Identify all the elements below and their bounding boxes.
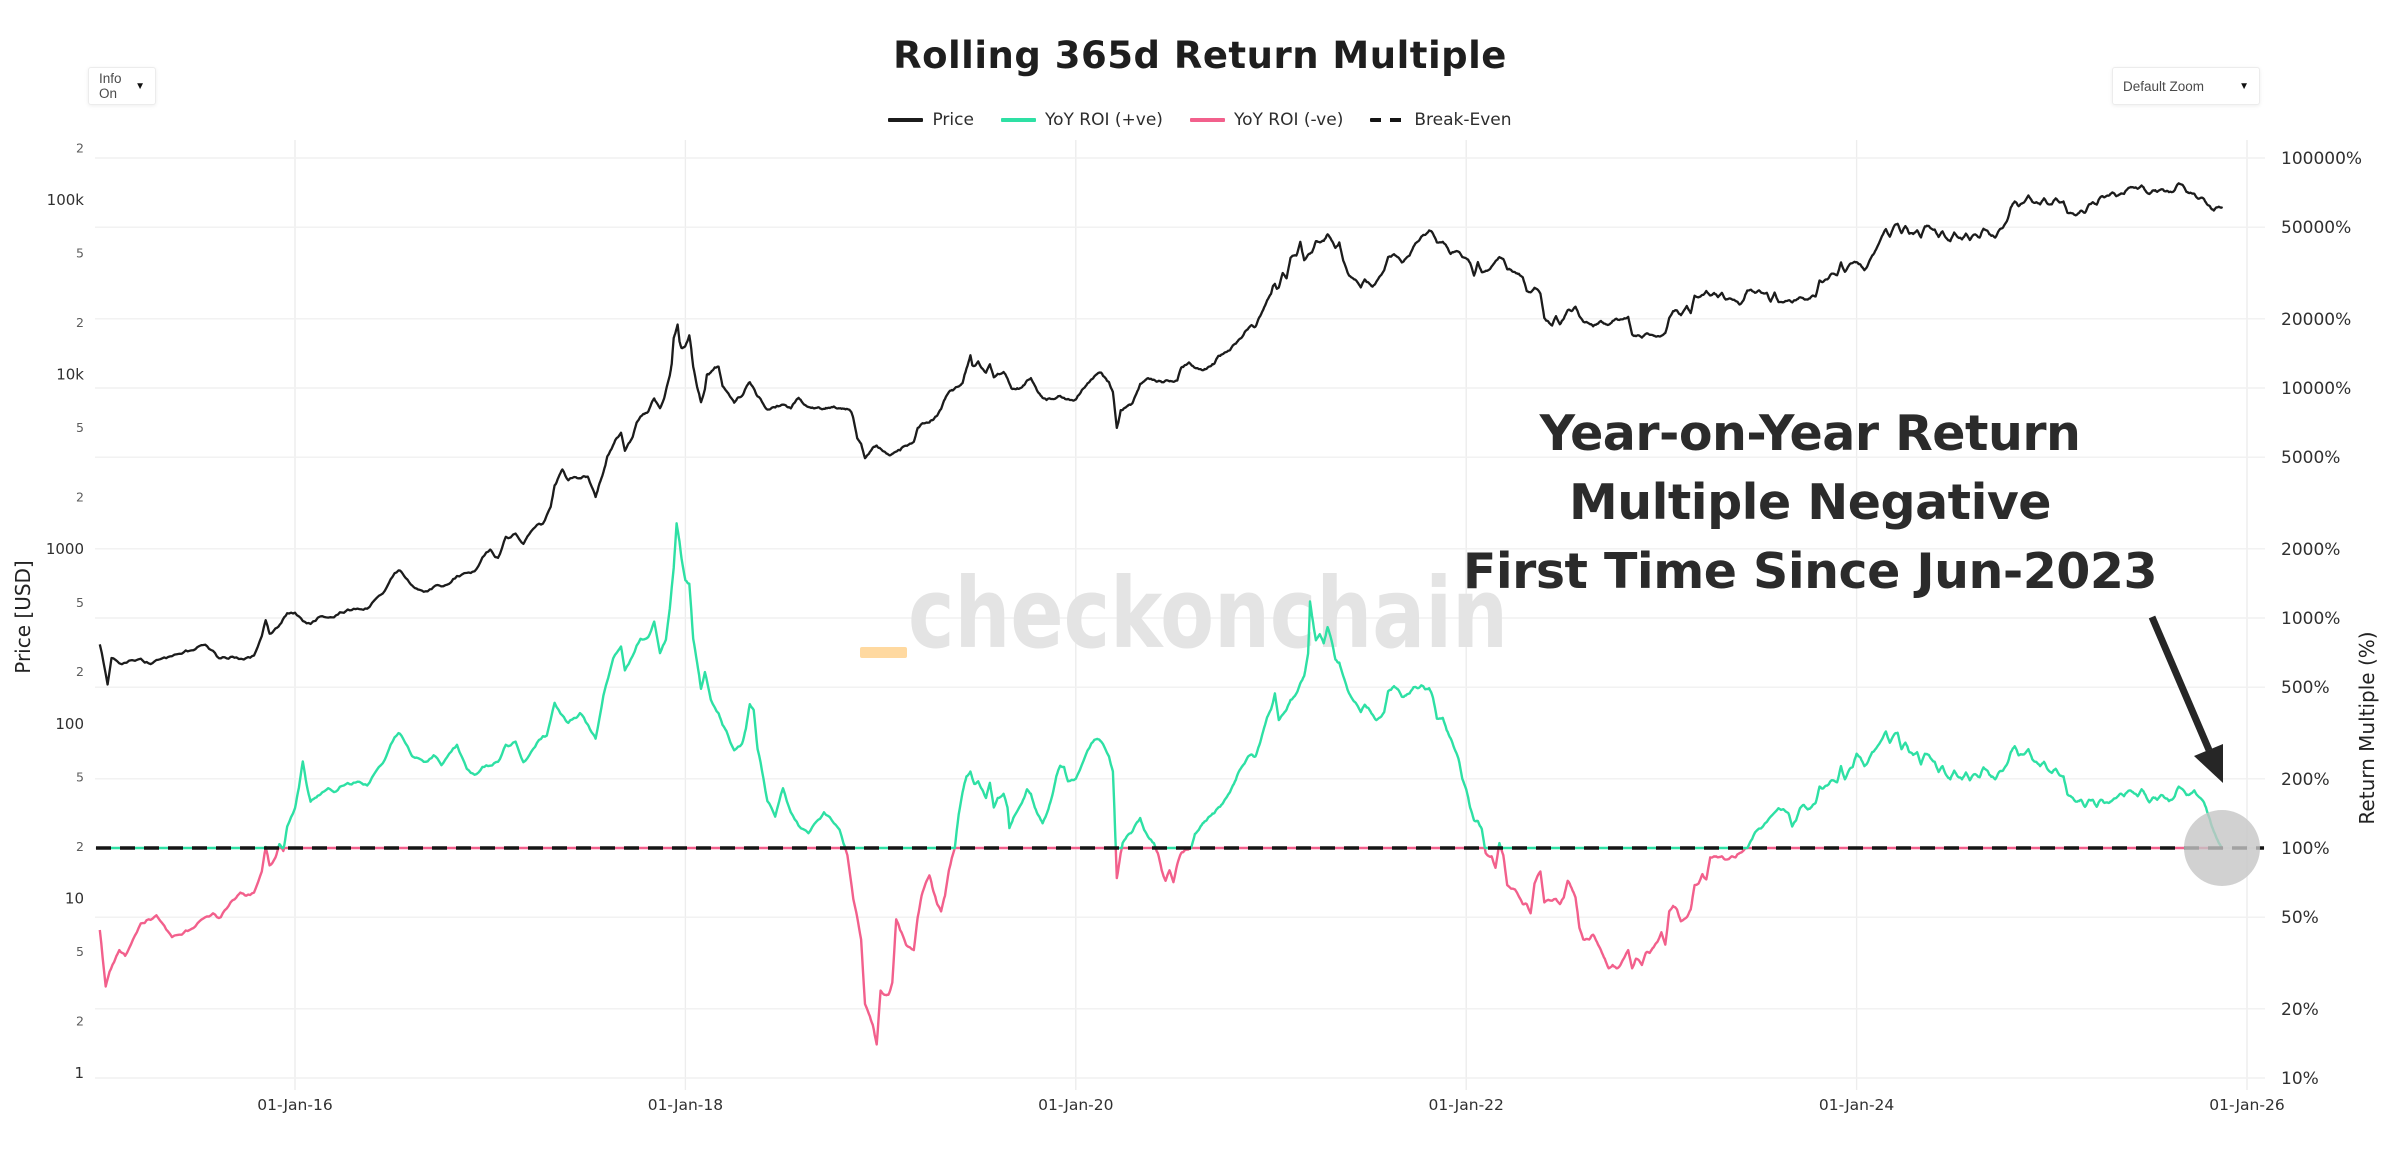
chart-title: Rolling 365d Return Multiple xyxy=(893,34,1507,77)
right-axis-tick-label: 2000% xyxy=(2281,540,2340,560)
x-axis-tick-label: 01-Jan-18 xyxy=(648,1096,723,1114)
left-axis-tick-label: 2 xyxy=(76,490,84,505)
zoom-dropdown-label: Default Zoom xyxy=(2123,78,2205,94)
right-axis-tick-label: 10% xyxy=(2281,1069,2319,1089)
annotation-line-2: Multiple Negative xyxy=(1568,474,2052,531)
left-axis-tick-label: 2 xyxy=(76,839,84,854)
x-axis-tick-label: 01-Jan-16 xyxy=(257,1096,332,1114)
legend-label: Price xyxy=(932,110,974,130)
left-axis-tick-label: 10 xyxy=(65,889,84,907)
left-axis-tick-label: 5 xyxy=(76,944,84,959)
left-axis-tick-label: 1000 xyxy=(46,540,84,558)
x-axis-tick-label: 01-Jan-26 xyxy=(2209,1096,2284,1114)
legend: Price YoY ROI (+ve) YoY ROI (-ve) Break-Eve… xyxy=(0,104,2400,136)
right-axis-tick-label: 50% xyxy=(2281,908,2319,928)
left-axis-tick-label: 100 xyxy=(55,715,84,733)
legend-label: YoY ROI (+ve) xyxy=(1044,110,1163,130)
annotation-line-1: Year-on-Year Return xyxy=(1539,405,2081,462)
legend-item-yoy-roi-ve[interactable]: YoY ROI (+ve) xyxy=(1000,110,1163,130)
legend-item-price[interactable]: Price xyxy=(888,110,974,130)
chevron-down-icon: ▼ xyxy=(135,80,145,92)
highlight-circle xyxy=(2184,810,2260,886)
left-axis-tick-label: 2 xyxy=(76,664,84,679)
line-swatch-icon xyxy=(888,118,924,122)
yoy-roi-positive-line xyxy=(99,522,2224,850)
x-axis-tick-label: 01-Jan-20 xyxy=(1038,1096,1113,1114)
chevron-down-icon: ▼ xyxy=(2239,80,2249,92)
right-axis-tick-label: 20% xyxy=(2281,1000,2319,1020)
dashed-line-swatch-icon xyxy=(1370,118,1406,122)
right-axis-tick-label: 1000% xyxy=(2281,609,2340,629)
right-axis-tick-label: 20000% xyxy=(2281,310,2351,330)
left-axis-title: Price [USD] xyxy=(11,560,35,674)
annotation-callout: Year-on-Year Return Multiple Negative Fi… xyxy=(1390,399,2230,606)
annotation-line-3: First Time Since Jun-2023 xyxy=(1462,543,2158,600)
left-axis-tick-label: 5 xyxy=(76,769,84,784)
info-dropdown[interactable]: Info On ▼ xyxy=(88,67,156,105)
left-axis-tick-label: 2 xyxy=(76,315,84,330)
right-axis-tick-label: 200% xyxy=(2281,770,2330,790)
left-axis-tick-label: 5 xyxy=(76,420,84,435)
right-axis-tick-label: 10000% xyxy=(2281,379,2351,399)
right-axis-tick-label: 50000% xyxy=(2281,218,2351,238)
right-axis-tick-label: 5000% xyxy=(2281,448,2340,468)
default-zoom-dropdown[interactable]: Default Zoom ▼ xyxy=(2112,67,2260,105)
right-axis-tick-label: 100% xyxy=(2281,839,2330,859)
line-swatch-icon xyxy=(1189,118,1225,122)
left-axis-tick-label: 5 xyxy=(76,595,84,610)
left-axis-tick-label: 10k xyxy=(56,366,84,384)
watermark: checkonchain xyxy=(908,557,1508,670)
legend-item-yoy-roi-ve[interactable]: YoY ROI (-ve) xyxy=(1189,110,1344,130)
right-axis-tick-label: 500% xyxy=(2281,678,2330,698)
line-swatch-icon xyxy=(1000,118,1036,122)
watermark-dash-icon xyxy=(860,647,907,658)
left-axis-tick-label: 1 xyxy=(74,1064,84,1082)
annotation-arrowhead-icon xyxy=(2194,744,2223,783)
legend-item-break-even[interactable]: Break-Even xyxy=(1370,110,1512,130)
info-dropdown-label: Info On xyxy=(99,71,122,101)
left-axis-tick-label: 5 xyxy=(76,246,84,261)
x-axis-tick-label: 01-Jan-24 xyxy=(1819,1096,1894,1114)
annotation-arrow xyxy=(2148,615,2213,752)
left-axis-tick-label: 2 xyxy=(76,140,84,155)
legend-label: Break-Even xyxy=(1414,110,1512,130)
x-axis-tick-label: 01-Jan-22 xyxy=(1429,1096,1504,1114)
right-axis-title: Return Multiple (%) xyxy=(2355,631,2379,824)
left-axis-tick-label: 2 xyxy=(76,1013,84,1028)
legend-label: YoY ROI (-ve) xyxy=(1233,110,1344,130)
yoy-roi-negative-line xyxy=(98,846,2224,1046)
left-axis-tick-label: 100k xyxy=(47,191,85,209)
right-axis-tick-label: 100000% xyxy=(2281,149,2362,169)
price-line xyxy=(98,182,2224,686)
